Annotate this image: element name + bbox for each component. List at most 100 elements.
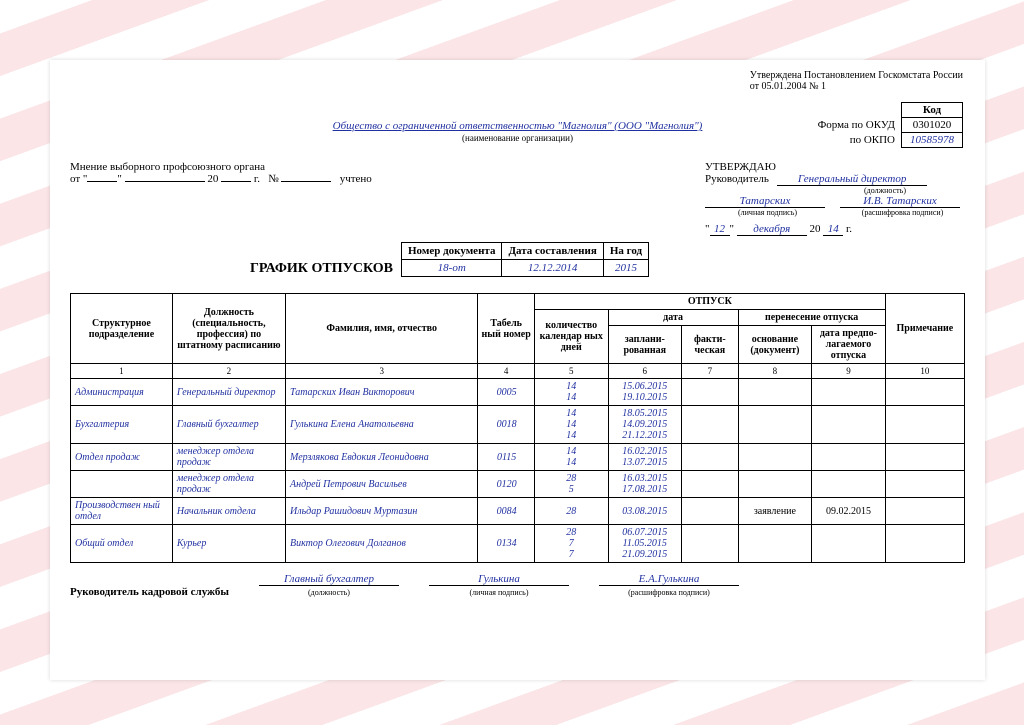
- col-num: 1: [71, 364, 173, 379]
- cell-newdate: [812, 471, 886, 498]
- v-docdate: 12.12.2014: [502, 260, 603, 277]
- approval-date: от 05.01.2004 № 1: [750, 81, 963, 92]
- cell-pos: Главный бухгалтер: [172, 406, 285, 444]
- cell-note: [885, 498, 964, 525]
- approve-position: Генеральный директор: [777, 173, 927, 186]
- approve-day: 12: [710, 223, 730, 236]
- cell-note: [885, 406, 964, 444]
- col-num: 5: [534, 364, 608, 379]
- cell-fact: [682, 379, 739, 406]
- th-transfer: перенесение отпуска: [738, 310, 885, 326]
- h-docyear: На год: [603, 243, 648, 260]
- cell-dept: [71, 471, 173, 498]
- cell-dept: Бухгалтерия: [71, 406, 173, 444]
- footer-sign-sub: (личная подпись): [469, 588, 528, 597]
- th-basis: основание (документ): [738, 326, 812, 364]
- cell-days: 14 14 14: [534, 406, 608, 444]
- cell-plan: 06.07.2015 11.05.2015 21.09.2015: [608, 525, 682, 563]
- approve-block: УТВЕРЖДАЮ Руководитель Генеральный дирек…: [705, 161, 965, 236]
- cell-dept: Производствен ный отдел: [71, 498, 173, 525]
- cell-newdate: [812, 379, 886, 406]
- cell-dept: Администрация: [71, 379, 173, 406]
- cell-newdate: 09.02.2015: [812, 498, 886, 525]
- union-line1: Мнение выборного профсоюзного органа: [70, 161, 372, 173]
- cell-days: 28 7 7: [534, 525, 608, 563]
- union-num-blank: [281, 181, 331, 182]
- doc-title: ГРАФИК ОТПУСКОВ: [250, 261, 393, 277]
- cell-newdate: [812, 406, 886, 444]
- cell-basis: [738, 406, 812, 444]
- cell-name: Виктор Олегович Долганов: [286, 525, 478, 563]
- v-docyear: 2015: [603, 260, 648, 277]
- cell-num: 0120: [478, 471, 535, 498]
- cell-num: 0018: [478, 406, 535, 444]
- cell-note: [885, 379, 964, 406]
- cell-name: Гулькина Елена Анатольевна: [286, 406, 478, 444]
- col-num: 8: [738, 364, 812, 379]
- union-year-prefix: 20: [207, 173, 218, 185]
- approve-month: декабря: [737, 223, 807, 236]
- document-sheet: Утверждена Постановлением Госкомстата Ро…: [50, 60, 985, 680]
- cell-pos: Курьер: [172, 525, 285, 563]
- code-table: Код Форма по ОКУД0301020 по ОКПО10585978: [810, 102, 963, 148]
- okpo-label: по ОКПО: [810, 133, 902, 148]
- approve-yp: 20: [810, 223, 821, 235]
- approve-position-sub: (должность): [805, 186, 965, 195]
- cell-name: Ильдар Рашидович Муртазин: [286, 498, 478, 525]
- footer-name-sub: (расшифровка подписи): [628, 588, 710, 597]
- col-num: 7: [682, 364, 739, 379]
- cell-plan: 16.02.2015 13.07.2015: [608, 444, 682, 471]
- table-row: Общий отделКурьерВиктор Олегович Долгано…: [71, 525, 965, 563]
- union-g: г.: [254, 173, 260, 185]
- th-dept: Структурное подразделение: [71, 294, 173, 364]
- cell-plan: 16.03.2015 17.08.2015: [608, 471, 682, 498]
- approve-sign-sub: (личная подпись): [705, 208, 830, 217]
- union-from: от: [70, 173, 80, 185]
- cell-newdate: [812, 444, 886, 471]
- cell-name: Андрей Петрович Васильев: [286, 471, 478, 498]
- union-block: Мнение выборного профсоюзного органа от …: [70, 161, 372, 236]
- cell-pos: Начальник отдела: [172, 498, 285, 525]
- cell-days: 14 14: [534, 379, 608, 406]
- cell-pos: менеджер отдела продаж: [172, 471, 285, 498]
- table-row: Производствен ный отделНачальник отделаИ…: [71, 498, 965, 525]
- th-name: Фамилия, имя, отчество: [286, 294, 478, 364]
- th-pos: Должность (специальность, профессия) по …: [172, 294, 285, 364]
- cell-basis: заявление: [738, 498, 812, 525]
- col-num: 2: [172, 364, 285, 379]
- col-num: 10: [885, 364, 964, 379]
- col-num: 6: [608, 364, 682, 379]
- cell-fact: [682, 471, 739, 498]
- th-note: Примечание: [885, 294, 964, 364]
- v-docnum: 18-от: [402, 260, 502, 277]
- table-row: Отдел продажменеджер отдела продажМерзля…: [71, 444, 965, 471]
- doc-info-box: Номер документа Дата составления На год …: [401, 242, 649, 277]
- union-day-blank: [87, 181, 117, 182]
- table-row: менеджер отдела продажАндрей Петрович Ва…: [71, 471, 965, 498]
- th-days: количество календар ных дней: [534, 310, 608, 364]
- cell-days: 28: [534, 498, 608, 525]
- cell-plan: 03.08.2015: [608, 498, 682, 525]
- cell-fact: [682, 498, 739, 525]
- table-row: БухгалтерияГлавный бухгалтерГулькина Еле…: [71, 406, 965, 444]
- union-accounted: учтено: [340, 173, 372, 185]
- okpo-value: 10585978: [902, 133, 963, 148]
- approve-name-sub: (расшифровка подписи): [840, 208, 965, 217]
- cell-basis: [738, 444, 812, 471]
- footer-label: Руководитель кадровой службы: [70, 586, 229, 598]
- cell-newdate: [812, 525, 886, 563]
- cell-basis: [738, 471, 812, 498]
- cell-num: 0084: [478, 498, 535, 525]
- th-num: Табель ный номер: [478, 294, 535, 364]
- col-num: 3: [286, 364, 478, 379]
- th-vacation: ОТПУСК: [534, 294, 885, 310]
- cell-note: [885, 525, 964, 563]
- cell-note: [885, 471, 964, 498]
- cell-basis: [738, 379, 812, 406]
- okud-value: 0301020: [902, 118, 963, 133]
- cell-note: [885, 444, 964, 471]
- org-name: Общество с ограниченной ответственностью…: [333, 120, 703, 132]
- approve-head: Руководитель: [705, 173, 769, 185]
- cell-name: Мерзлякова Евдокия Леонидовна: [286, 444, 478, 471]
- footer-name: Е.А.Гулькина: [599, 573, 739, 586]
